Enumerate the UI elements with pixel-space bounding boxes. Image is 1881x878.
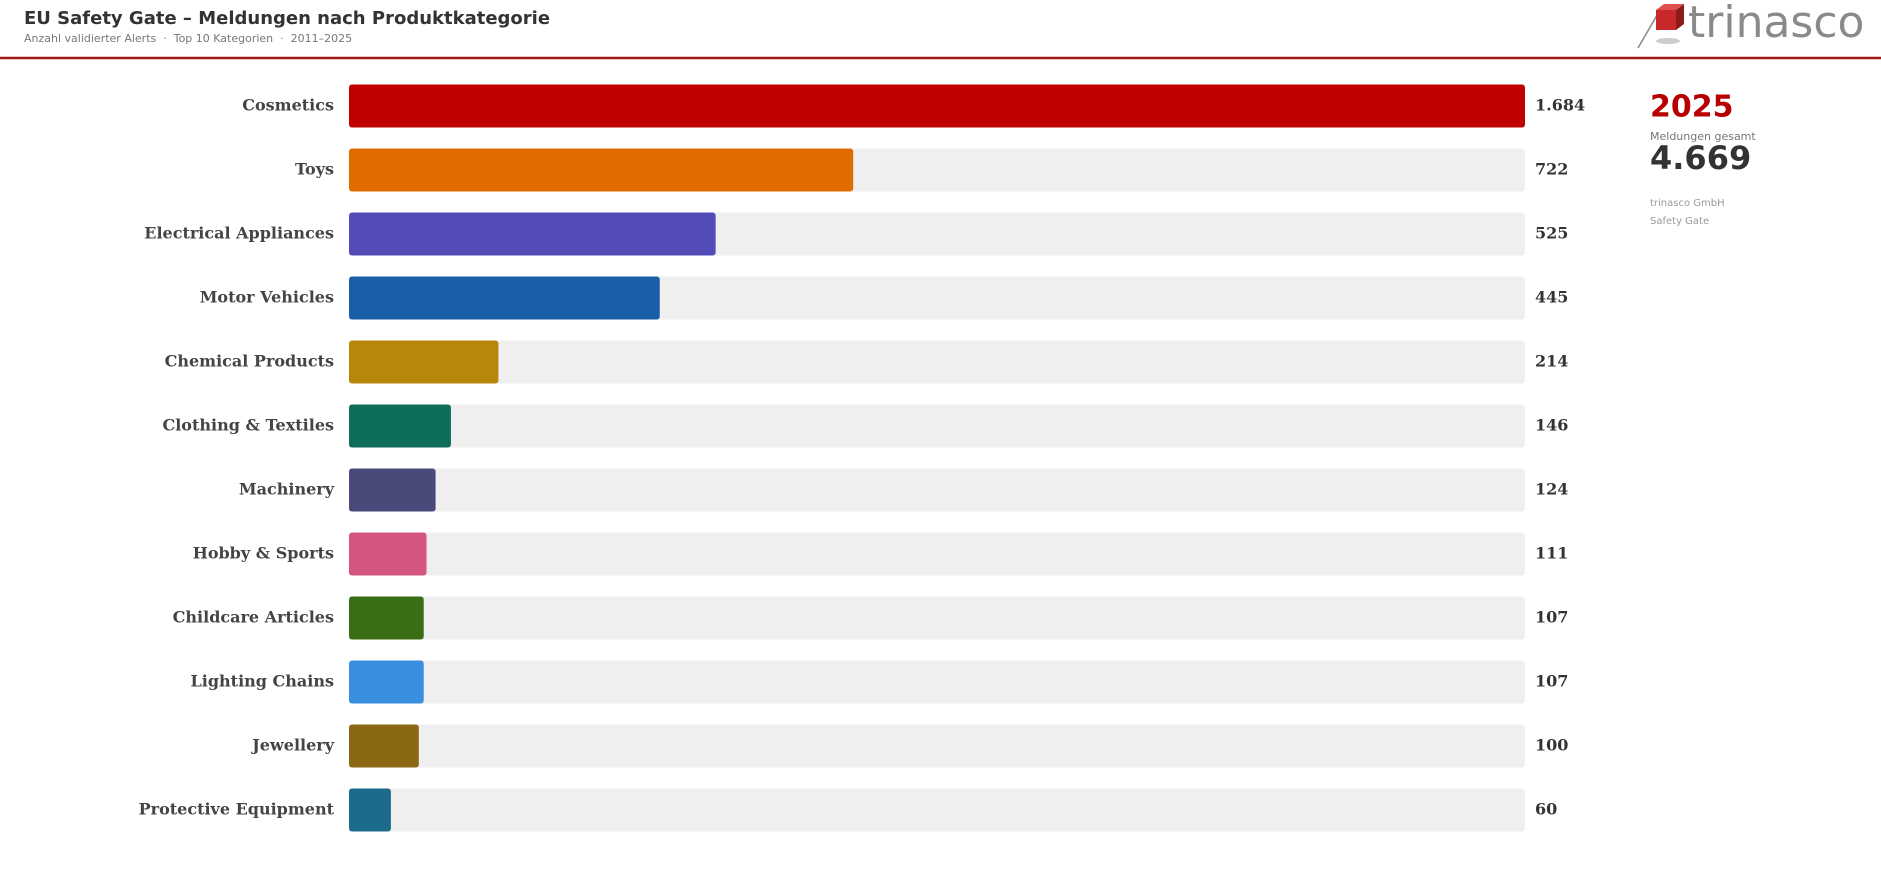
logo: trinasco bbox=[1637, 0, 1864, 49]
bar-track bbox=[349, 468, 1525, 512]
bar-track bbox=[349, 724, 1525, 768]
bar bbox=[349, 276, 660, 320]
value-label: 107 bbox=[1535, 608, 1568, 627]
bar bbox=[349, 84, 1525, 128]
category-label: Childcare Articles bbox=[173, 608, 334, 627]
value-label: 111 bbox=[1535, 544, 1568, 563]
value-label: 214 bbox=[1535, 352, 1568, 371]
value-label: 107 bbox=[1535, 672, 1568, 691]
bar-track bbox=[349, 340, 1525, 384]
chart-subtitle: Anzahl validierter Alerts · Top 10 Kateg… bbox=[24, 32, 352, 45]
bar-track bbox=[349, 660, 1525, 704]
value-label: 124 bbox=[1535, 480, 1568, 499]
category-label: Toys bbox=[295, 160, 334, 179]
bar bbox=[349, 596, 424, 640]
bar bbox=[349, 532, 427, 576]
logo-text: trinasco bbox=[1688, 0, 1864, 48]
value-label: 60 bbox=[1535, 800, 1557, 819]
bar bbox=[349, 788, 391, 832]
category-label: Machinery bbox=[239, 480, 335, 499]
category-label: Motor Vehicles bbox=[200, 288, 334, 307]
bar bbox=[349, 404, 451, 448]
bar-track bbox=[349, 532, 1525, 576]
category-label: Lighting Chains bbox=[191, 672, 334, 691]
chart-title: EU Safety Gate – Meldungen nach Produktk… bbox=[24, 8, 550, 29]
category-label: Cosmetics bbox=[242, 96, 334, 115]
bar-track bbox=[349, 596, 1525, 640]
category-label: Jewellery bbox=[250, 736, 334, 755]
value-label: 1.684 bbox=[1535, 96, 1585, 115]
footnote: Safety Gate bbox=[1650, 216, 1709, 227]
category-label: Clothing & Textiles bbox=[162, 416, 334, 435]
total-caption: Meldungen gesamt bbox=[1650, 130, 1756, 143]
value-label: 722 bbox=[1535, 160, 1568, 179]
category-label: Chemical Products bbox=[165, 352, 334, 371]
category-label: Hobby & Sports bbox=[193, 544, 334, 563]
bar bbox=[349, 724, 419, 768]
category-label: Protective Equipment bbox=[139, 800, 335, 819]
bar bbox=[349, 148, 854, 192]
year: 2025 bbox=[1650, 90, 1734, 125]
bar bbox=[349, 660, 424, 704]
value-label: 146 bbox=[1535, 416, 1568, 435]
value-label: 525 bbox=[1535, 224, 1568, 243]
bar-track bbox=[349, 404, 1525, 448]
total: 4.669 bbox=[1650, 139, 1751, 177]
bar-track bbox=[349, 788, 1525, 832]
bar bbox=[349, 212, 716, 256]
category-label: Electrical Appliances bbox=[144, 224, 334, 243]
bar bbox=[349, 468, 436, 512]
value-label: 445 bbox=[1535, 288, 1568, 307]
footnote: trinasco GmbH bbox=[1650, 198, 1725, 209]
bar bbox=[349, 340, 499, 384]
value-label: 100 bbox=[1535, 736, 1568, 755]
